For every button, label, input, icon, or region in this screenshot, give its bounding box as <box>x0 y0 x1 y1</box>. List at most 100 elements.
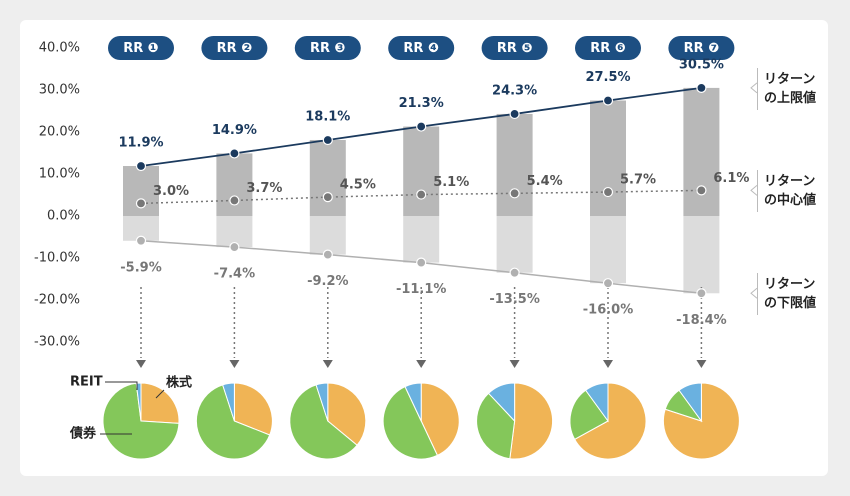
y-tick-label: -30.0% <box>34 335 80 350</box>
point <box>696 185 707 196</box>
rr-badge <box>201 36 268 60</box>
range-bar <box>309 139 346 216</box>
arrow-head <box>509 360 520 368</box>
point <box>416 189 427 200</box>
pie-slice <box>574 382 647 460</box>
rr-badge <box>668 36 735 60</box>
value-label: -13.5% <box>489 292 540 307</box>
series-callout: リターンの上限値 <box>757 67 827 110</box>
point <box>416 121 427 132</box>
series-callout: リターンの下限値 <box>757 273 827 316</box>
range-bar <box>683 87 720 217</box>
value-label: -18.4% <box>676 313 727 328</box>
value-label: -9.2% <box>307 274 348 289</box>
rr-badge <box>294 36 361 60</box>
range-bar <box>403 126 440 216</box>
range-bar <box>216 216 253 248</box>
value-label: 4.5% <box>340 178 376 193</box>
pie-legend-label: 株式 <box>166 375 192 391</box>
y-tick-label: 20.0% <box>39 125 80 140</box>
leader-line <box>105 381 138 390</box>
y-tick-label: 10.0% <box>39 167 80 182</box>
rr-badge <box>388 36 455 60</box>
value-label: 18.1% <box>305 109 350 124</box>
pie-slice <box>420 382 460 457</box>
value-label: 3.7% <box>246 181 282 196</box>
range-bar <box>590 216 626 284</box>
value-label: 30.5% <box>679 57 724 72</box>
rr-label: RR ❺ <box>497 41 533 56</box>
arrow-head <box>696 360 707 368</box>
point <box>135 160 147 172</box>
point <box>696 288 707 299</box>
pie-slice <box>584 382 609 423</box>
point <box>602 95 614 106</box>
rr-badge <box>108 36 174 60</box>
value-label: 5.7% <box>620 173 656 188</box>
value-label: 24.3% <box>492 83 537 98</box>
callout-pointer <box>750 287 758 299</box>
point <box>322 192 333 203</box>
pie-slice <box>327 382 367 446</box>
callout-pointer <box>750 82 758 94</box>
rr-label: RR ❹ <box>403 41 439 56</box>
pie-slice <box>289 384 358 460</box>
value-label: 21.3% <box>399 96 444 111</box>
range-bar <box>496 113 533 216</box>
value-label: -5.9% <box>120 260 161 275</box>
pie-legend-label: REIT <box>70 375 103 390</box>
point <box>602 186 614 198</box>
pie-slice <box>140 382 180 424</box>
point <box>509 267 520 278</box>
range-bar <box>590 100 626 216</box>
point <box>229 148 240 159</box>
value-label: 27.5% <box>585 70 630 85</box>
value-label: 5.4% <box>527 174 563 189</box>
y-tick-label: 0.0% <box>47 209 80 224</box>
value-label: -16.0% <box>583 303 634 318</box>
point <box>696 82 707 94</box>
point <box>509 108 520 120</box>
range-bar <box>309 216 346 255</box>
value-label: 14.9% <box>212 123 257 138</box>
pie-slice <box>135 382 142 422</box>
y-tick-label: 30.0% <box>39 83 80 98</box>
pie-slice <box>315 382 329 422</box>
pie-slice <box>569 389 609 440</box>
pie-slice <box>509 382 554 460</box>
pie-slice <box>487 382 516 423</box>
value-label: 6.1% <box>713 171 749 186</box>
pie-slice <box>102 382 180 460</box>
pie-slice <box>404 382 422 422</box>
value-label: 5.1% <box>433 175 469 190</box>
pie-slice <box>476 392 516 460</box>
point <box>135 198 147 209</box>
pie-slice <box>222 382 235 422</box>
value-label: -7.4% <box>214 267 255 282</box>
rr-label: RR ❻ <box>590 41 626 56</box>
point <box>229 241 240 253</box>
pie-slice <box>195 384 271 460</box>
value-label: 3.0% <box>153 184 189 199</box>
arrow-head <box>229 360 240 368</box>
rr-badge <box>575 36 641 60</box>
callout-pointer <box>750 184 758 196</box>
arrow-head <box>603 360 613 368</box>
y-tick-label: -10.0% <box>34 251 80 266</box>
pie-slice <box>678 382 702 423</box>
rr-label: RR ❼ <box>684 41 720 56</box>
pie-slice <box>233 382 273 436</box>
range-bar <box>496 216 533 273</box>
value-label: -11.1% <box>396 282 447 297</box>
point <box>322 134 333 146</box>
arrow-head <box>416 360 427 368</box>
rr-badge <box>481 36 548 60</box>
y-tick-label: 40.0% <box>39 41 80 56</box>
arrow-head <box>136 360 146 368</box>
arrow-head <box>322 360 333 368</box>
value-label: 11.9% <box>118 136 163 151</box>
point <box>416 257 427 268</box>
point <box>135 235 147 246</box>
